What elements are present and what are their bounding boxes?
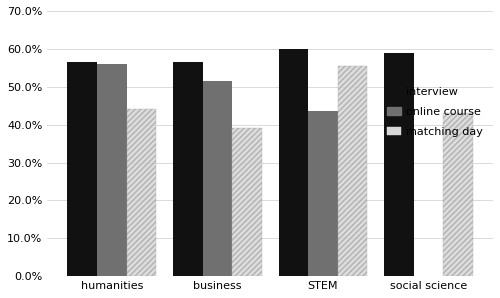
Bar <box>202 81 232 276</box>
Bar <box>338 66 367 276</box>
Legend: interview, online course, matching day: interview, online course, matching day <box>383 82 488 141</box>
Bar <box>384 53 414 276</box>
Bar <box>126 109 156 276</box>
Bar <box>308 111 338 276</box>
Bar <box>443 113 473 276</box>
Bar <box>97 64 126 276</box>
Bar <box>68 62 97 276</box>
Bar <box>278 49 308 276</box>
Bar <box>232 128 262 276</box>
Bar <box>173 62 203 276</box>
